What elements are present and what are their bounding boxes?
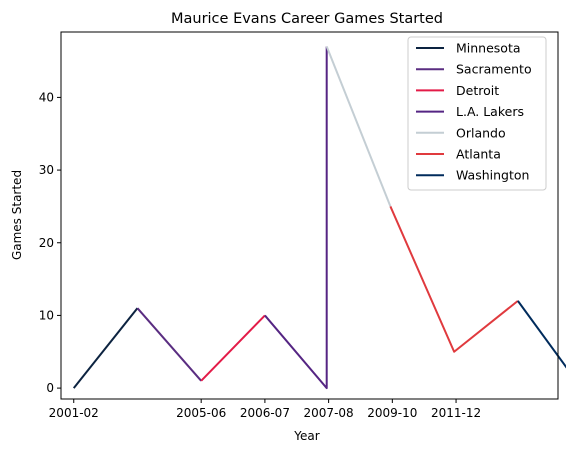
series-line-6 <box>517 300 566 369</box>
series-line-5 <box>389 206 519 353</box>
x-tick-label-0: 2001-02 <box>49 406 99 420</box>
y-axis: 0 10 20 30 40 <box>39 90 61 395</box>
legend-label-6: Washington <box>456 168 529 183</box>
x-tick-label-4: 2009-10 <box>367 406 417 420</box>
legend-label-2: Detroit <box>456 83 499 98</box>
series-line-4 <box>325 46 392 207</box>
x-tick-label-3: 2007-08 <box>304 406 354 420</box>
x-axis: 2001-02 2005-06 2006-07 2007-08 2009-10 2011-… <box>49 399 481 420</box>
y-tick-label-3: 30 <box>39 163 54 177</box>
plot-frame <box>60 31 559 400</box>
series-line-2 <box>200 314 266 382</box>
legend-label-5: Atlanta <box>456 147 501 162</box>
legend-label-3: L.A. Lakers <box>456 104 524 119</box>
legend: Minnesota Sacramento Detroit L.A. Lakers Orl… <box>407 36 547 191</box>
x-tick-label-5: 2011-12 <box>431 406 481 420</box>
x-tick-label-2: 2006-07 <box>240 406 290 420</box>
y-tick-label-2: 20 <box>39 236 54 250</box>
chart-title: Maurice Evans Career Games Started <box>171 11 443 27</box>
series-line-0 <box>72 307 139 389</box>
legend-label-0: Minnesota <box>456 41 521 56</box>
legend-box <box>407 36 547 191</box>
x-axis-title: Year <box>293 429 319 443</box>
y-tick-label-4: 40 <box>39 90 54 104</box>
series-line-3 <box>264 46 328 390</box>
series-layer <box>72 46 566 390</box>
legend-label-1: Sacramento <box>456 62 532 77</box>
y-tick-label-1: 10 <box>39 308 54 322</box>
x-tick-label-1: 2005-06 <box>176 406 226 420</box>
y-tick-label-0: 0 <box>46 381 54 395</box>
series-line-1 <box>136 307 202 382</box>
legend-label-4: Orlando <box>456 125 506 140</box>
y-axis-title: Games Started <box>10 170 24 260</box>
